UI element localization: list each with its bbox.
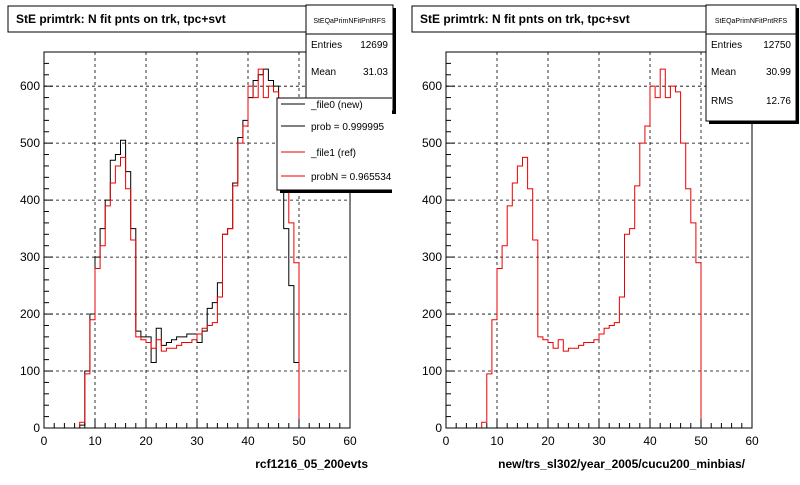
x-tick-label: 30: [592, 434, 606, 448]
stats-value: 12.76: [766, 96, 791, 107]
x-tick-label: 40: [643, 434, 657, 448]
stats-header: StEQaPrimNFitPntRFS: [715, 18, 788, 25]
stats-value: 12699: [360, 40, 388, 51]
y-tick-label: 300: [422, 250, 442, 264]
stats-value: 12750: [763, 40, 791, 51]
x-tick-label: 40: [241, 434, 255, 448]
chart-title: StE primtrk: N fit pnts on trk, tpc+svt: [16, 12, 226, 26]
title-box: [7, 5, 309, 33]
x-tick-label: 0: [41, 434, 48, 448]
stats-value: 31.03: [363, 67, 388, 78]
y-tick-label: 0: [33, 421, 40, 435]
legend-label: _file0 (new): [310, 100, 363, 111]
stats-box: [305, 4, 394, 112]
y-tick-label: 500: [422, 136, 442, 150]
legend-label: prob = 0.999995: [311, 122, 385, 133]
stats-label: RMS: [711, 96, 734, 107]
y-tick-label: 500: [20, 136, 40, 150]
y-tick-label: 0: [435, 421, 442, 435]
legend-box: [276, 97, 392, 191]
stats-header: StEQaPrimNFitPntRFS: [313, 18, 386, 25]
x-axis-label: new/trs_sl302/year_2005/cucu200_minbias/: [498, 457, 745, 471]
x-tick-label: 0: [443, 434, 450, 448]
chart-panel-1: 0 10 20 30 40 50 600100200300400500600rcf1216_…: [7, 4, 396, 471]
x-tick-label: 10: [490, 434, 504, 448]
x-axis-label: rcf1216_05_200evts: [255, 457, 368, 471]
stats-box: [705, 4, 797, 122]
legend-label: _file1 (ref): [310, 148, 356, 159]
x-tick-label: 60: [745, 434, 759, 448]
y-tick-label: 600: [422, 79, 442, 93]
legend-label: probN = 0.965534: [311, 172, 392, 183]
x-tick-label: 50: [694, 434, 708, 448]
histogram-series-1: [446, 68, 752, 429]
y-tick-label: 300: [20, 250, 40, 264]
stats-label: Mean: [311, 67, 336, 78]
y-tick-label: 600: [20, 79, 40, 93]
stats-label: Entries: [711, 40, 742, 51]
x-tick-label: 50: [292, 434, 306, 448]
stats-label: Mean: [711, 67, 736, 78]
y-tick-label: 400: [422, 193, 442, 207]
x-tick-label: 30: [190, 434, 204, 448]
x-tick-label: 10: [88, 434, 102, 448]
chart-title: StE primtrk: N fit pnts on trk, tpc+svt: [420, 12, 630, 26]
chart-panel-2: 0 10 20 30 40 50 600100200300400500600new/trs_…: [411, 4, 799, 471]
x-tick-label: 20: [541, 434, 555, 448]
y-tick-label: 100: [422, 364, 442, 378]
stats-label: Entries: [311, 40, 342, 51]
y-tick-label: 100: [20, 364, 40, 378]
x-tick-label: 20: [139, 434, 153, 448]
title-box: [411, 5, 711, 33]
y-tick-label: 400: [20, 193, 40, 207]
y-tick-label: 200: [20, 307, 40, 321]
legend: _file0 (new) prob = 0.999995 _file1 (ref) p…: [276, 97, 392, 193]
stats-value: 30.99: [766, 67, 791, 78]
x-tick-label: 60: [343, 434, 357, 448]
y-tick-label: 200: [422, 307, 442, 321]
